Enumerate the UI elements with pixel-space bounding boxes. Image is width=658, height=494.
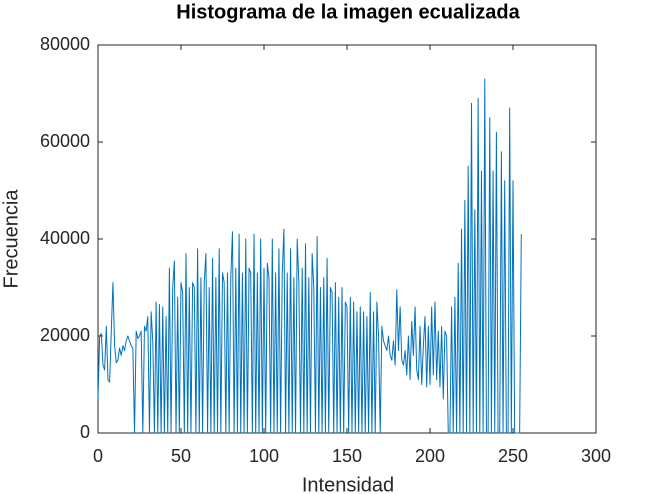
- y-tick-label: 20000: [40, 325, 90, 345]
- x-tick-label: 250: [498, 446, 528, 466]
- x-tick-label: 50: [171, 446, 191, 466]
- data-line: [97, 78, 522, 434]
- x-tick-label: 300: [581, 446, 611, 466]
- chart-title: Histograma de la imagen ecualizada: [176, 1, 520, 23]
- y-tick-label: 40000: [40, 228, 90, 248]
- x-tick-label: 0: [93, 446, 103, 466]
- y-axis-label: Frecuencia: [0, 189, 22, 289]
- x-tick-label: 100: [249, 446, 279, 466]
- y-tick-label: 80000: [40, 34, 90, 54]
- y-tick-label: 60000: [40, 131, 90, 151]
- x-tick-label: 150: [332, 446, 362, 466]
- x-axis-label: Intensidad: [302, 474, 394, 494]
- x-tick-label: 200: [415, 446, 445, 466]
- y-tick-label: 0: [80, 422, 90, 442]
